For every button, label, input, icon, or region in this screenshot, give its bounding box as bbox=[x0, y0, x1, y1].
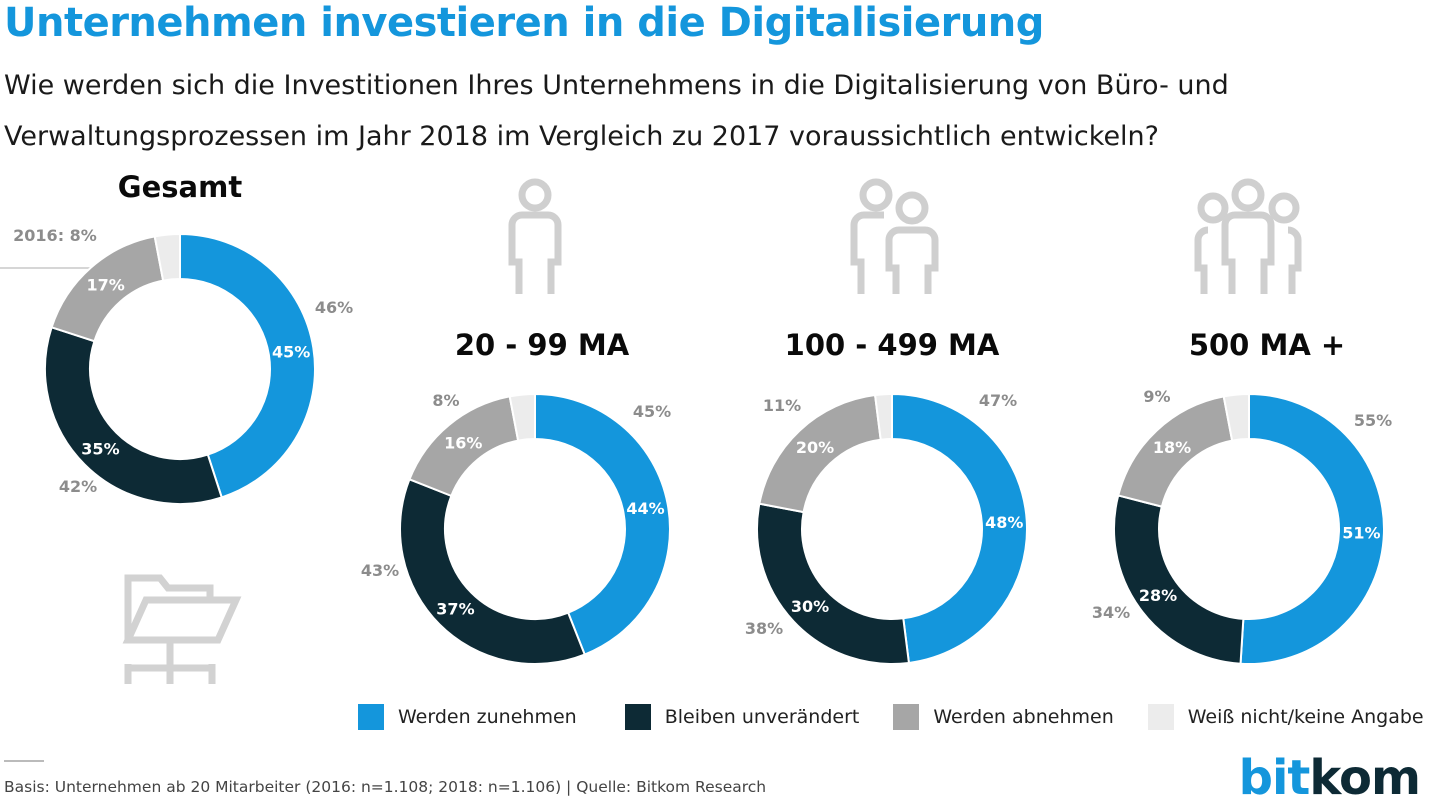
donut-segment-gesamt-weiss-nicht bbox=[153, 232, 181, 282]
group-label-gesamt: Gesamt bbox=[117, 170, 243, 204]
donut-segment-100-499-weiss-nicht bbox=[873, 392, 893, 441]
data-label-500-abnehmen: 18% bbox=[1153, 438, 1191, 457]
group-label-20-99: 20 - 99 MA bbox=[454, 328, 630, 362]
label-2016-20-99-zunehmen: 45% bbox=[633, 402, 671, 421]
data-label-20-99-zunehmen: 44% bbox=[626, 499, 664, 518]
data-label-gesamt-zunehmen: 45% bbox=[272, 342, 310, 361]
donut-segment-500-weiss-nicht bbox=[1222, 392, 1250, 442]
donut-segment-gesamt-zunehmen bbox=[179, 232, 316, 499]
data-label-500-zunehmen: 51% bbox=[1342, 524, 1380, 543]
two-persons-icon bbox=[850, 178, 939, 294]
legend-swatch-unveraendert bbox=[624, 704, 651, 730]
group-label-500: 500 MA + bbox=[1188, 328, 1346, 362]
data-label-20-99-abnehmen: 16% bbox=[444, 433, 482, 452]
donut-segment-500-unveraendert bbox=[1113, 494, 1245, 665]
label-2016-gesamt-abnehmen: 2016: 8% bbox=[13, 226, 97, 245]
label-2016-100-499-unveraendert: 38% bbox=[745, 619, 783, 638]
legend-swatch-weiss-nicht bbox=[1147, 704, 1174, 730]
folder-icon bbox=[122, 574, 242, 684]
legend-item-weiss-nicht: Weiß nicht/keine Angabe bbox=[1147, 704, 1424, 730]
label-2016-20-99-unveraendert: 43% bbox=[361, 561, 399, 580]
donut-segment-20-99-weiss-nicht bbox=[508, 392, 536, 442]
label-2016-500-zunehmen: 55% bbox=[1354, 411, 1392, 430]
data-label-100-499-abnehmen: 20% bbox=[796, 438, 834, 457]
donut-segment-500-zunehmen bbox=[1239, 392, 1385, 665]
label-2016-100-499-abnehmen: 11% bbox=[763, 396, 801, 415]
data-label-100-499-zunehmen: 48% bbox=[985, 513, 1023, 532]
label-2016-100-499-zunehmen: 47% bbox=[979, 391, 1017, 410]
chart-subtitle: Wie werden sich die Investitionen Ihres … bbox=[4, 70, 1229, 152]
footnote-divider bbox=[4, 760, 44, 762]
label-2016-20-99-abnehmen: 8% bbox=[432, 391, 459, 410]
donut-segment-gesamt-unveraendert bbox=[44, 326, 223, 505]
three-persons-icon bbox=[1194, 178, 1302, 294]
legend-swatch-abnehmen bbox=[893, 704, 920, 730]
group-label-100-499: 100 - 499 MA bbox=[784, 328, 1000, 362]
legend-item-zunehmen: Werden zunehmen bbox=[358, 704, 577, 730]
legend-item-abnehmen: Werden abnehmen bbox=[893, 704, 1114, 730]
person-icon bbox=[508, 178, 562, 294]
data-label-20-99-unveraendert: 37% bbox=[436, 600, 474, 619]
chart-title: Unternehmen investieren in die Digitalis… bbox=[4, 0, 1044, 46]
data-label-100-499-unveraendert: 30% bbox=[791, 597, 829, 616]
data-label-500-unveraendert: 28% bbox=[1139, 586, 1177, 605]
label-2016-500-unveraendert: 34% bbox=[1092, 603, 1130, 622]
data-label-gesamt-abnehmen: 17% bbox=[86, 276, 124, 295]
donut-segment-20-99-unveraendert bbox=[399, 478, 586, 665]
label-2016-gesamt-zunehmen: 46% bbox=[315, 298, 353, 317]
legend-item-unveraendert: Bleiben unverändert bbox=[624, 704, 860, 730]
legend-label-unveraendert: Bleiben unverändert bbox=[664, 706, 860, 728]
footnote: Basis: Unternehmen ab 20 Mitarbeiter (20… bbox=[4, 778, 767, 796]
donut-segment-100-499-unveraendert bbox=[756, 502, 911, 665]
legend-swatch-zunehmen bbox=[358, 704, 384, 730]
donut-segment-20-99-zunehmen bbox=[534, 392, 671, 656]
bitkom-logo: bitkom bbox=[1238, 750, 1421, 806]
legend-label-zunehmen: Werden zunehmen bbox=[398, 706, 577, 728]
data-label-gesamt-unveraendert: 35% bbox=[81, 440, 119, 459]
label-2016-gesamt-unveraendert: 42% bbox=[59, 477, 97, 496]
label-2016-500-abnehmen: 9% bbox=[1143, 387, 1170, 406]
legend: Werden zunehmen Bleiben unverändert Werd… bbox=[358, 704, 1424, 730]
legend-label-abnehmen: Werden abnehmen bbox=[933, 706, 1114, 728]
donut-segment-100-499-zunehmen bbox=[891, 392, 1028, 665]
legend-label-weiss-nicht: Weiß nicht/keine Angabe bbox=[1187, 706, 1424, 728]
